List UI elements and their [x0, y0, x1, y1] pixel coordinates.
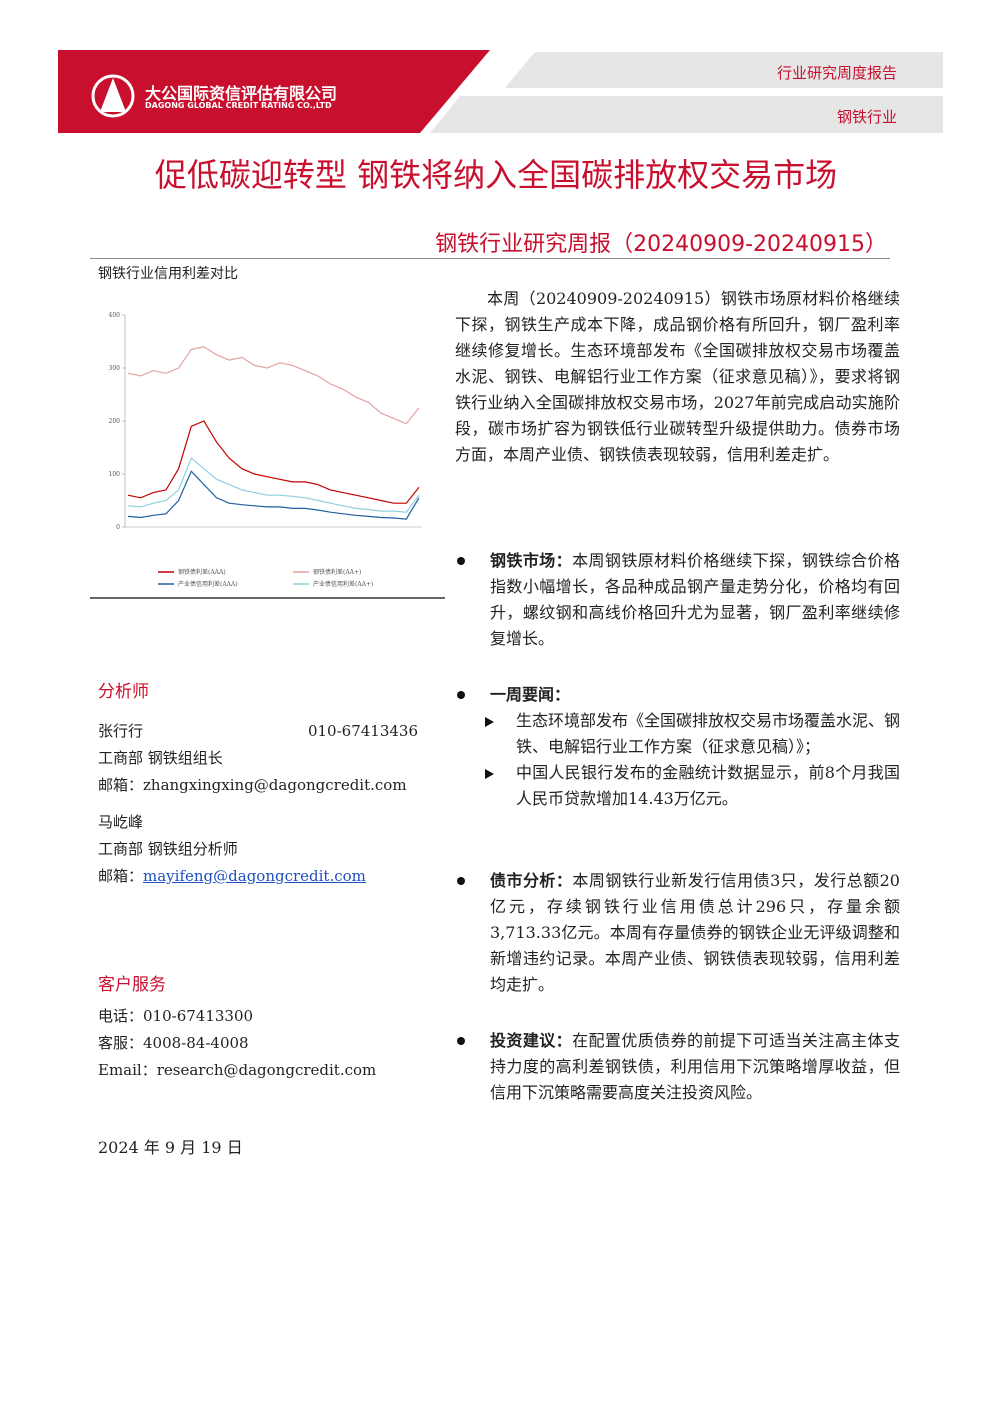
company-cn: 大公国际资信评估有限公司: [145, 84, 338, 103]
email: 邮箱：zhangxingxing@dagongcredit.com: [98, 776, 407, 794]
bullet-label: 钢铁市场：: [490, 551, 573, 570]
bullet-body: 在配置优质债券的前提下可适当关注高主体支持力度的高利差钢铁债，利用信用下沉策略增…: [490, 1031, 900, 1102]
bullet: 一周要闻： 生态环境部发布《全国碳排放权交易市场覆盖水泥、钢铁、电解铝行业工作方案…: [455, 682, 900, 812]
bullet-dot: [457, 1037, 465, 1045]
sub-item: 中国人民银行发布的金融统计数据显示，前8个月我国人民币贷款增加14.43万亿元。: [480, 760, 900, 812]
bullet-label: 债市分析：: [490, 871, 573, 890]
service: 客户服务 电话：010-67413300 客服：4008-84-4008 Ema…: [98, 972, 376, 1084]
bullet: 钢铁市场：本周钢铁原材料价格继续下探，钢铁综合价格指数小幅增长，各品种成品钢产量…: [455, 548, 900, 652]
bullet-dot: [457, 877, 465, 885]
heading: 客户服务: [98, 975, 166, 995]
report-type: 行业研究周度报告: [776, 64, 897, 82]
sub-item: 生态环境部发布《全国碳排放权交易市场覆盖水泥、钢铁、电解铝行业工作方案（征求意见…: [480, 708, 900, 760]
industry: 钢铁行业: [836, 108, 897, 126]
summary: 本周（20240909-20240915）钢铁市场原材料价格继续下探，钢铁生产成…: [455, 289, 900, 464]
legend-label: 产业债信用利差(AAA): [178, 580, 238, 588]
heading: 分析师: [98, 682, 149, 702]
line: 客服：4008-84-4008: [98, 1034, 249, 1052]
figure-title: 钢铁行业信用利差对比: [98, 266, 238, 282]
rule: [90, 258, 890, 259]
y-tick-label: 100: [109, 471, 121, 478]
title: 促低碳迎转型 钢铁将纳入全国碳排放权交易市场: [154, 156, 838, 194]
legend-label: 钢铁债利差(AAA): [178, 568, 226, 576]
bullet-text: 钢铁市场：本周钢铁原材料价格继续下探，钢铁综合价格指数小幅增长，各品种成品钢产量…: [490, 548, 900, 652]
line: 电话：010-67413300: [98, 1007, 254, 1025]
y-tick-label: 300: [109, 365, 121, 372]
y-tick-label: 0: [116, 524, 120, 531]
date: 2024 年 9 月 19 日: [98, 1138, 243, 1157]
dept: 工商部 钢铁组分析师: [98, 840, 238, 858]
bullet-body: 本周钢铁原材料价格继续下探，钢铁综合价格指数小幅增长，各品种成品钢产量走势分化，…: [490, 551, 900, 648]
header-bg: [58, 50, 943, 133]
series-line: [127, 457, 420, 513]
phone: 010-67413436: [307, 722, 418, 740]
bullet-label: 一周要闻：: [490, 685, 571, 704]
legend-label: 产业债信用利差(AA+): [313, 580, 373, 588]
series-line: [127, 420, 420, 504]
bullet-text: 债市分析：本周钢铁行业新发行信用债3只，发行总额20亿元，存续钢铁行业信用债总计…: [490, 868, 900, 998]
series-line: [127, 346, 420, 425]
bullet: 债市分析：本周钢铁行业新发行信用债3只，发行总额20亿元，存续钢铁行业信用债总计…: [455, 868, 900, 998]
bullet-dot: [457, 691, 465, 699]
bullet-dot: [457, 557, 465, 565]
company-en: DAGONG GLOBAL CREDIT RATING CO.,LTD: [145, 101, 332, 110]
analysts: 分析师 张行行 010-67413436 工商部 钢铁组组长 邮箱：zhangxi…: [98, 679, 418, 890]
name: 马屹峰: [98, 813, 144, 831]
dept: 工商部 钢铁组组长: [98, 749, 223, 767]
bullet-text: 投资建议：在配置优质债券的前提下可适当关注高主体支持力度的高利差钢铁债，利用信用…: [490, 1028, 900, 1106]
bullet-body: 本周钢铁行业新发行信用债3只，发行总额20亿元，存续钢铁行业信用债总计296只，…: [490, 871, 900, 994]
email-link[interactable]: mayifeng@dagongcredit.com: [143, 867, 366, 885]
name: 张行行: [98, 722, 144, 740]
bullet: 投资建议：在配置优质债券的前提下可适当关注高主体支持力度的高利差钢铁债，利用信用…: [455, 1028, 900, 1106]
series-line: [127, 470, 420, 520]
figure: 0 100 200 300 400 钢铁债利差(AAA) 钢铁债利差(AA+) 产业债信用利差…: [90, 312, 445, 599]
bullet-text: 一周要闻： 生态环境部发布《全国碳排放权交易市场覆盖水泥、钢铁、电解铝行业工作方案…: [485, 682, 900, 812]
bullet-label: 投资建议：: [490, 1031, 573, 1050]
line: Email：research@dagongcredit.com: [98, 1061, 377, 1079]
subtitle: 钢铁行业研究周报（20240909-20240915）: [435, 232, 887, 257]
y-tick-label: 400: [109, 312, 121, 319]
email-label: 邮箱：: [98, 867, 144, 885]
legend-label: 钢铁债利差(AA+): [313, 568, 361, 576]
y-tick-label: 200: [109, 418, 121, 425]
